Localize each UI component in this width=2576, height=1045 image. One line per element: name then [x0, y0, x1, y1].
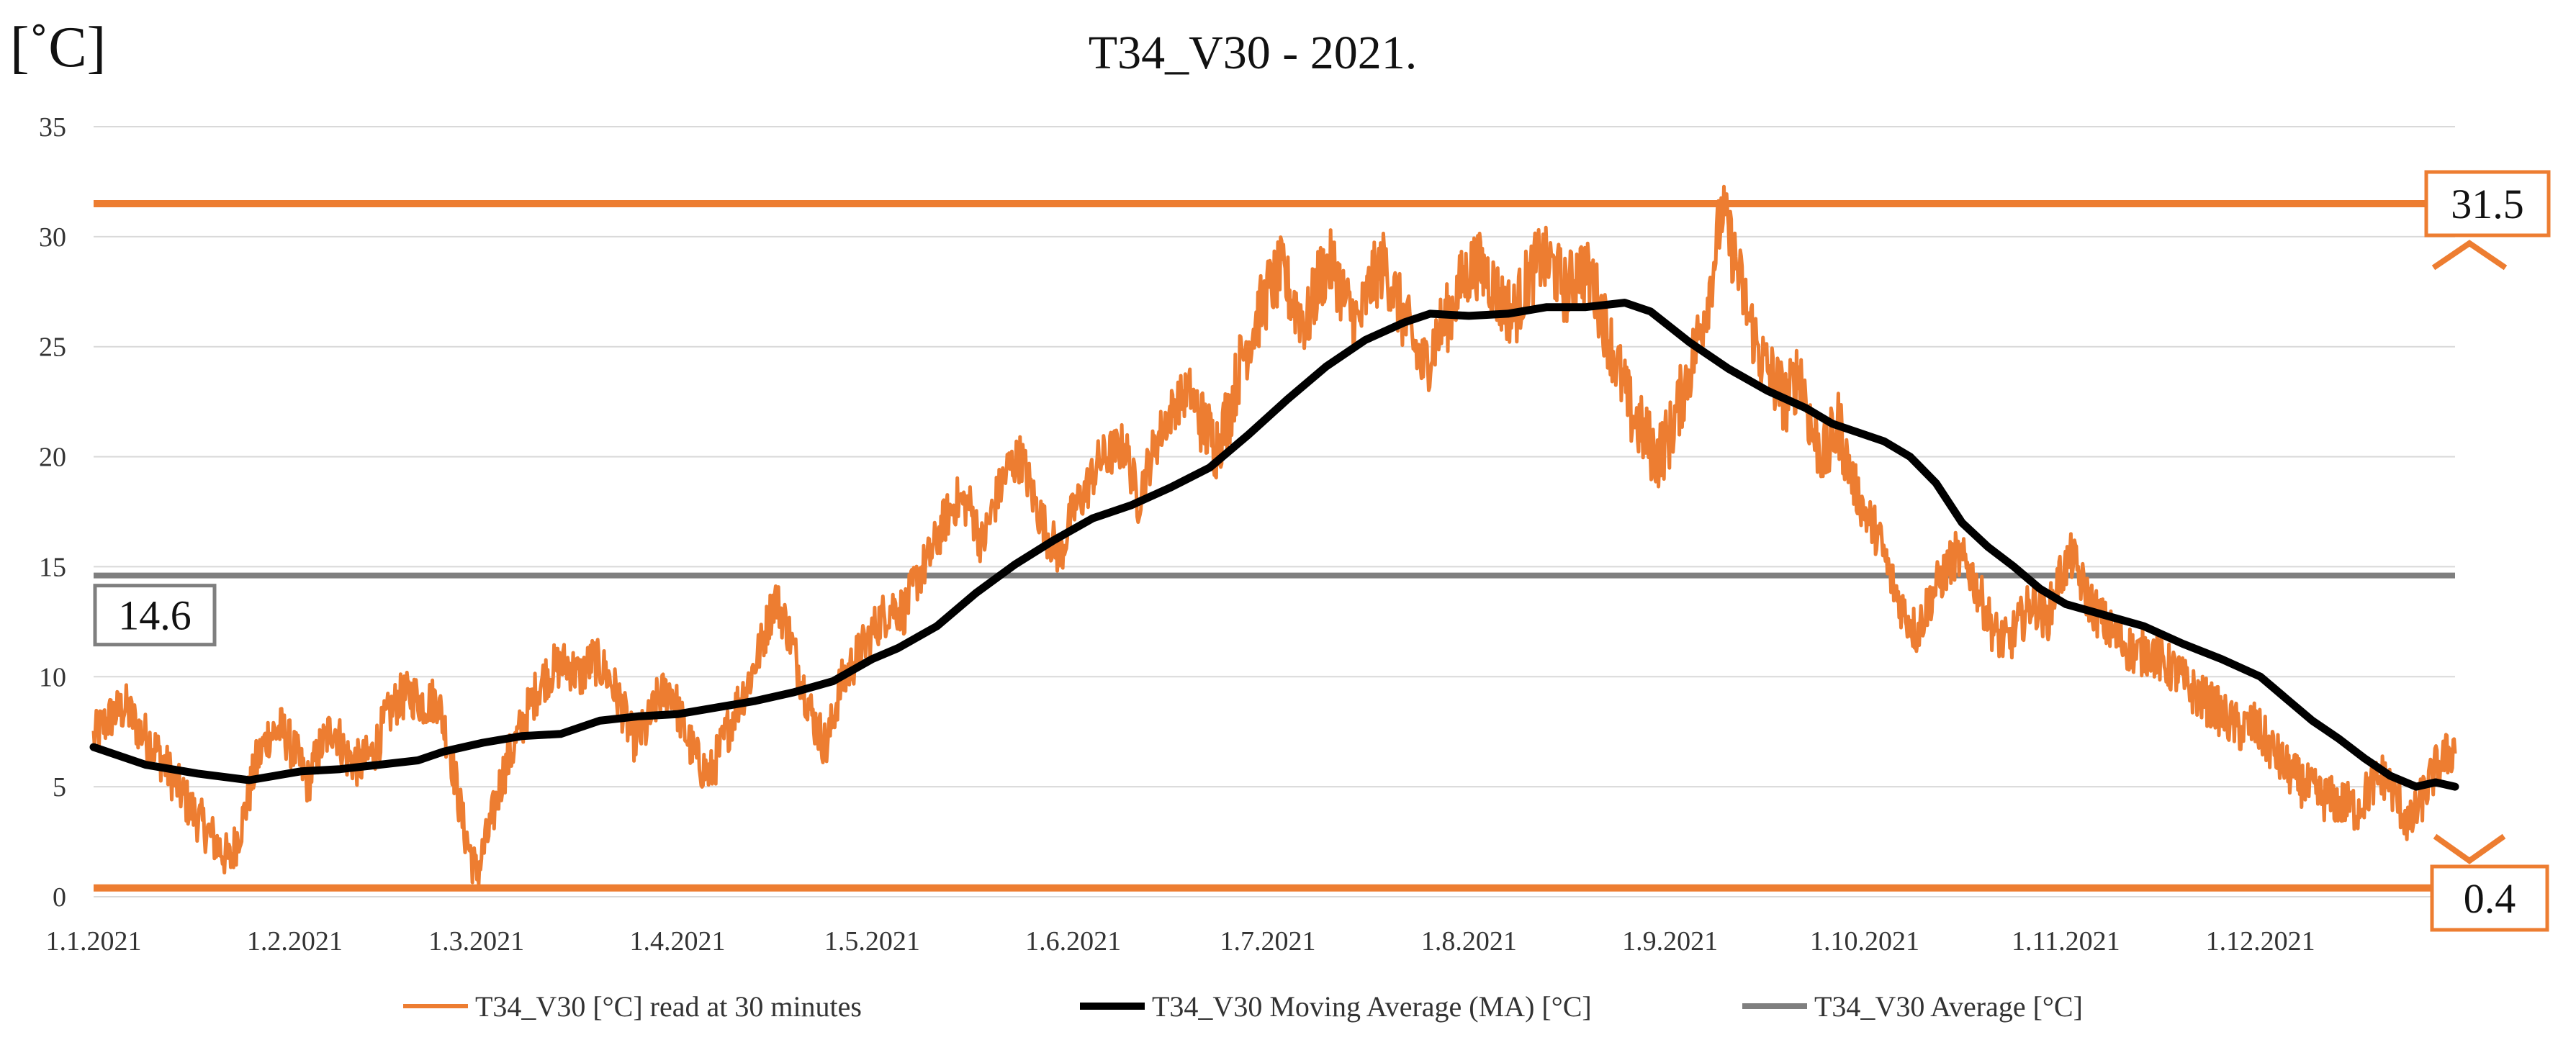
max-chevron-icon — [2431, 240, 2508, 271]
x-tick-label: 1.8.2021 — [1421, 926, 1517, 956]
y-tick-label: 0 — [53, 882, 66, 913]
x-tick-label: 1.4.2021 — [629, 926, 725, 956]
x-tick-label: 1.2.2021 — [247, 926, 343, 956]
x-tick-label: 1.11.2021 — [2012, 926, 2120, 956]
min-value-box-frame — [2430, 864, 2549, 932]
series-layer — [89, 184, 2459, 886]
x-axis-ticks: 1.1.2021 1.2.2021 1.3.2021 1.4.2021 1.5.2021… — [46, 926, 2315, 956]
min-value-box-label: 0.4 — [2464, 875, 2516, 922]
y-tick-label: 15 — [39, 552, 66, 582]
x-tick-label: 1.10.2021 — [1810, 926, 1919, 956]
average-value-box: 14.6 — [93, 584, 217, 647]
legend-label: T34_V30 Moving Average (MA) [°C] — [1152, 990, 1592, 1023]
annotations: 31.5 0.4 14.6 — [93, 170, 2551, 932]
legend: T34_V30 [°C] read at 30 minutes T34_V30 M… — [403, 990, 2083, 1023]
x-tick-label: 1.12.2021 — [2206, 926, 2315, 956]
x-tick-label: 1.5.2021 — [824, 926, 920, 956]
series-raw-line — [91, 184, 2457, 886]
max-value-box-label: 31.5 — [2451, 181, 2524, 227]
y-tick-label: 35 — [39, 112, 66, 142]
gridlines — [94, 126, 2455, 897]
x-tick-label: 1.1.2021 — [46, 926, 142, 956]
chart-title: T34_V30 - 2021. — [1089, 27, 1417, 79]
min-value-box: 0.4 — [2430, 864, 2549, 932]
legend-item-avg: T34_V30 Average [°C] — [1742, 990, 2083, 1023]
min-chevron-icon — [2433, 833, 2506, 864]
y-tick-label: 10 — [39, 662, 66, 692]
y-axis-unit: [˚C] — [10, 16, 106, 79]
y-tick-label: 5 — [53, 772, 66, 802]
x-tick-label: 1.7.2021 — [1220, 926, 1315, 956]
x-tick-label: 1.9.2021 — [1622, 926, 1718, 956]
legend-label: T34_V30 [°C] read at 30 minutes — [475, 990, 862, 1023]
max-value-box: 31.5 — [2424, 170, 2551, 238]
average-value-box-label: 14.6 — [118, 592, 192, 639]
average-value-box-frame — [93, 584, 217, 647]
y-tick-label: 30 — [39, 222, 66, 253]
legend-item-raw: T34_V30 [°C] read at 30 minutes — [403, 990, 862, 1023]
max-value-box-frame — [2424, 170, 2551, 238]
y-axis-ticks: 0 5 10 15 20 25 30 35 — [39, 112, 66, 913]
series-moving-average-line — [89, 299, 2459, 791]
x-tick-label: 1.6.2021 — [1025, 926, 1121, 956]
legend-label: T34_V30 Average [°C] — [1814, 990, 2083, 1023]
x-tick-label: 1.3.2021 — [428, 926, 524, 956]
legend-item-ma: T34_V30 Moving Average (MA) [°C] — [1080, 990, 1592, 1023]
y-tick-label: 20 — [39, 443, 66, 473]
y-tick-label: 25 — [39, 332, 66, 363]
